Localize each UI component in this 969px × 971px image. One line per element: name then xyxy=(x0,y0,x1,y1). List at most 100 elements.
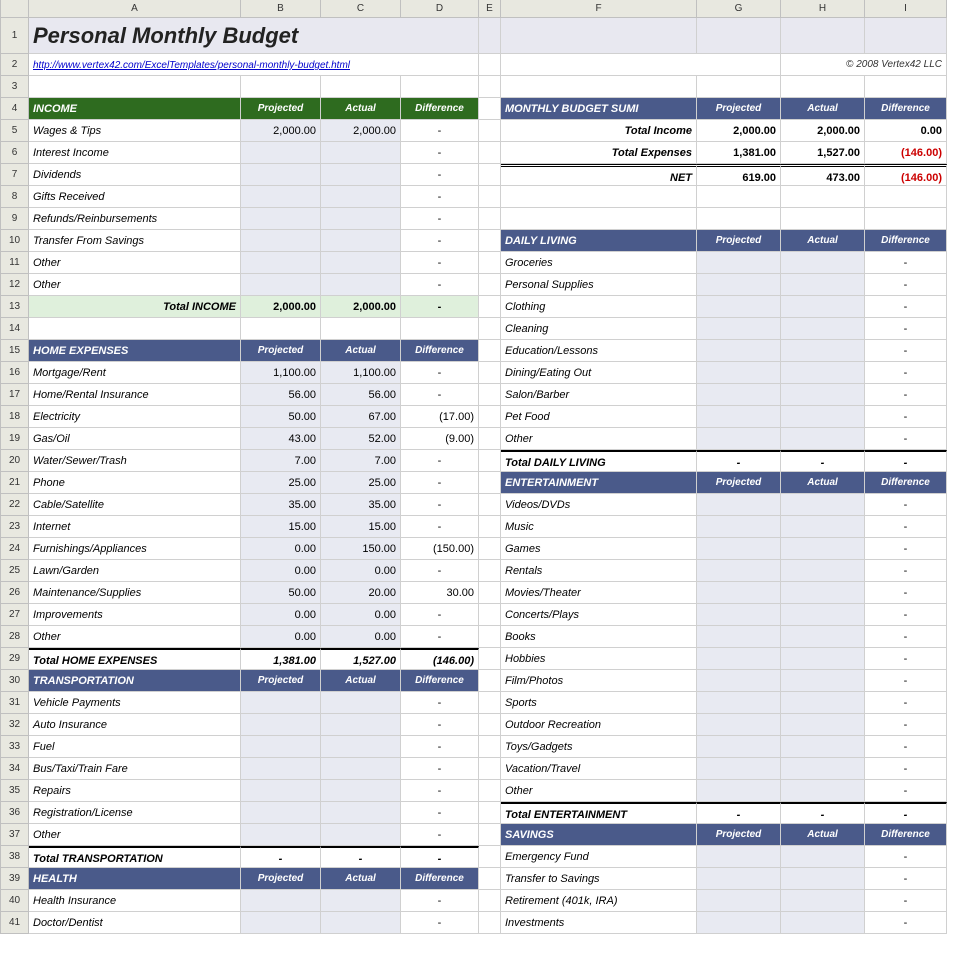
row-label[interactable]: Furnishings/Appliances xyxy=(29,538,241,560)
actual-input[interactable]: 0.00 xyxy=(321,626,401,648)
projected-input[interactable]: 50.00 xyxy=(241,406,321,428)
row-label[interactable]: Fuel xyxy=(29,736,241,758)
actual-input[interactable] xyxy=(781,604,865,626)
actual-input[interactable] xyxy=(781,736,865,758)
blank-cell[interactable] xyxy=(321,76,401,98)
row-label[interactable]: Groceries xyxy=(501,252,697,274)
actual-input[interactable] xyxy=(781,648,865,670)
projected-input[interactable] xyxy=(241,692,321,714)
row-label[interactable]: Bus/Taxi/Train Fare xyxy=(29,758,241,780)
blank-cell[interactable] xyxy=(501,186,697,208)
actual-input[interactable] xyxy=(781,362,865,384)
row-label[interactable]: Movies/Theater xyxy=(501,582,697,604)
actual-input[interactable] xyxy=(321,802,401,824)
row-label[interactable]: Other xyxy=(501,780,697,802)
projected-input[interactable]: 0.00 xyxy=(241,538,321,560)
actual-input[interactable]: 1,100.00 xyxy=(321,362,401,384)
projected-input[interactable] xyxy=(241,758,321,780)
projected-input[interactable] xyxy=(241,186,321,208)
blank-cell[interactable] xyxy=(501,76,697,98)
projected-input[interactable] xyxy=(241,802,321,824)
row-label[interactable]: Other xyxy=(29,274,241,296)
projected-input[interactable] xyxy=(241,142,321,164)
row-label[interactable]: Dining/Eating Out xyxy=(501,362,697,384)
projected-input[interactable] xyxy=(241,780,321,802)
row-label[interactable]: Clothing xyxy=(501,296,697,318)
row-label[interactable]: Film/Photos xyxy=(501,670,697,692)
row-label[interactable]: Water/Sewer/Trash xyxy=(29,450,241,472)
blank-cell[interactable] xyxy=(865,76,947,98)
actual-input[interactable]: 0.00 xyxy=(321,560,401,582)
actual-input[interactable] xyxy=(321,164,401,186)
row-label[interactable]: Cleaning xyxy=(501,318,697,340)
projected-input[interactable] xyxy=(697,890,781,912)
row-label[interactable]: Sports xyxy=(501,692,697,714)
blank-cell[interactable] xyxy=(865,208,947,230)
row-label[interactable]: Emergency Fund xyxy=(501,846,697,868)
blank-cell[interactable] xyxy=(401,318,479,340)
blank-cell[interactable] xyxy=(865,186,947,208)
row-label[interactable]: Vacation/Travel xyxy=(501,758,697,780)
row-label[interactable]: Mortgage/Rent xyxy=(29,362,241,384)
row-label[interactable]: Other xyxy=(501,428,697,450)
projected-input[interactable]: 15.00 xyxy=(241,516,321,538)
actual-input[interactable] xyxy=(781,274,865,296)
row-label[interactable]: Rentals xyxy=(501,560,697,582)
row-label[interactable]: Phone xyxy=(29,472,241,494)
row-label[interactable]: Music xyxy=(501,516,697,538)
actual-input[interactable] xyxy=(321,274,401,296)
spreadsheet[interactable]: ABCDEFGHI1Personal Monthly Budget2http:/… xyxy=(0,0,969,934)
row-label[interactable]: Doctor/Dentist xyxy=(29,912,241,934)
row-label[interactable]: Electricity xyxy=(29,406,241,428)
actual-input[interactable] xyxy=(781,670,865,692)
projected-input[interactable] xyxy=(241,736,321,758)
projected-input[interactable] xyxy=(697,582,781,604)
row-label[interactable]: Vehicle Payments xyxy=(29,692,241,714)
row-label[interactable]: Other xyxy=(29,252,241,274)
row-label[interactable]: Investments xyxy=(501,912,697,934)
actual-input[interactable]: 0.00 xyxy=(321,604,401,626)
actual-input[interactable]: 67.00 xyxy=(321,406,401,428)
row-label[interactable]: Toys/Gadgets xyxy=(501,736,697,758)
actual-input[interactable]: 25.00 xyxy=(321,472,401,494)
projected-input[interactable] xyxy=(697,648,781,670)
row-label[interactable]: Hobbies xyxy=(501,648,697,670)
projected-input[interactable] xyxy=(697,626,781,648)
actual-input[interactable] xyxy=(321,692,401,714)
row-label[interactable]: Books xyxy=(501,626,697,648)
projected-input[interactable] xyxy=(241,714,321,736)
row-label[interactable]: Auto Insurance xyxy=(29,714,241,736)
actual-input[interactable] xyxy=(321,824,401,846)
actual-input[interactable] xyxy=(321,230,401,252)
row-label[interactable]: Videos/DVDs xyxy=(501,494,697,516)
blank-cell[interactable] xyxy=(29,76,241,98)
row-label[interactable]: Personal Supplies xyxy=(501,274,697,296)
actual-input[interactable]: 150.00 xyxy=(321,538,401,560)
actual-input[interactable] xyxy=(321,142,401,164)
projected-input[interactable] xyxy=(241,824,321,846)
projected-input[interactable]: 7.00 xyxy=(241,450,321,472)
row-label[interactable]: Transfer to Savings xyxy=(501,868,697,890)
projected-input[interactable] xyxy=(697,714,781,736)
actual-input[interactable]: 15.00 xyxy=(321,516,401,538)
blank-cell[interactable] xyxy=(697,208,781,230)
actual-input[interactable] xyxy=(781,868,865,890)
projected-input[interactable] xyxy=(697,494,781,516)
row-label[interactable]: Gas/Oil xyxy=(29,428,241,450)
projected-input[interactable] xyxy=(241,274,321,296)
projected-input[interactable] xyxy=(241,164,321,186)
row-label[interactable]: Gifts Received xyxy=(29,186,241,208)
projected-input[interactable]: 43.00 xyxy=(241,428,321,450)
row-label[interactable]: Pet Food xyxy=(501,406,697,428)
actual-input[interactable]: 35.00 xyxy=(321,494,401,516)
projected-input[interactable]: 35.00 xyxy=(241,494,321,516)
projected-input[interactable]: 1,100.00 xyxy=(241,362,321,384)
blank-cell[interactable] xyxy=(29,318,241,340)
actual-input[interactable] xyxy=(781,252,865,274)
projected-input[interactable] xyxy=(697,296,781,318)
projected-input[interactable] xyxy=(697,252,781,274)
projected-input[interactable] xyxy=(697,560,781,582)
actual-input[interactable] xyxy=(321,252,401,274)
blank-cell[interactable] xyxy=(697,186,781,208)
projected-input[interactable] xyxy=(697,362,781,384)
